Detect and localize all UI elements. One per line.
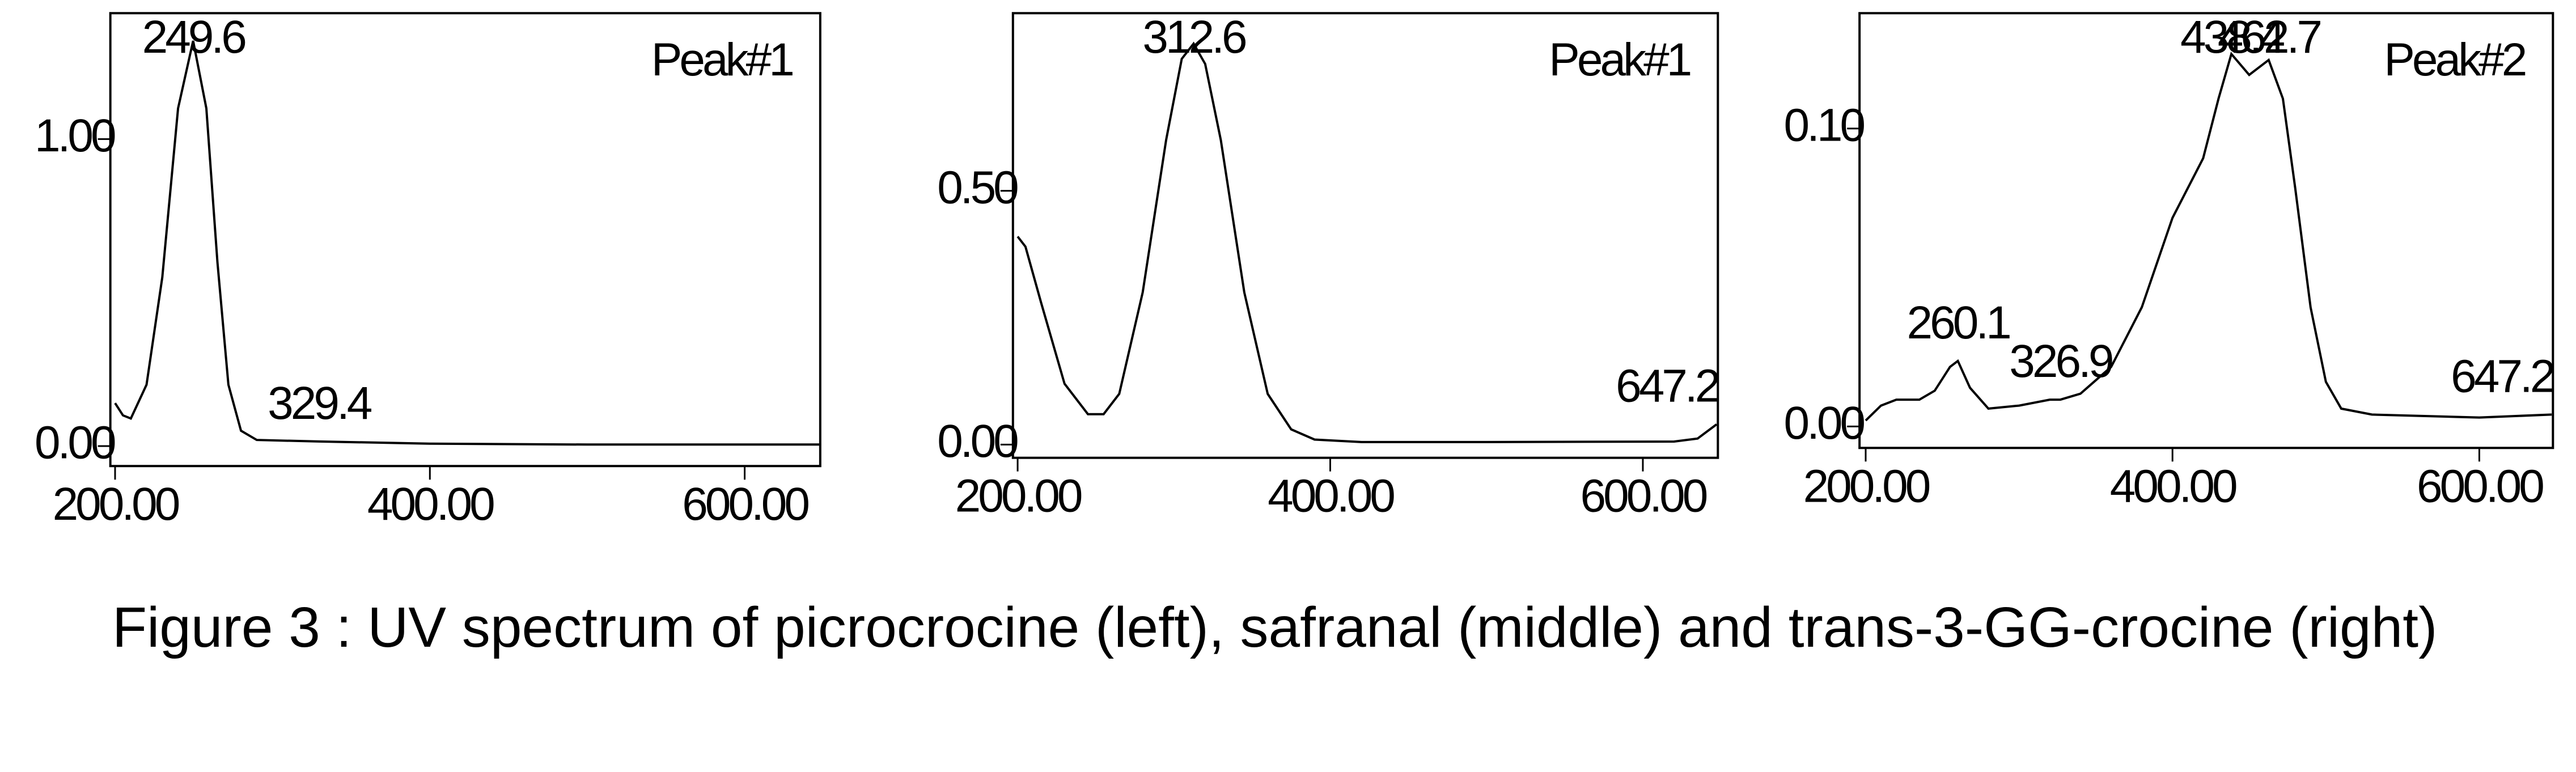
- x-tick-label: 400.00: [367, 478, 494, 530]
- y-tick-label: 0.00: [35, 417, 115, 469]
- x-tick-label: 200.00: [53, 478, 179, 530]
- x-tick-label: 600.00: [1581, 470, 1707, 522]
- peak-label: 260.1: [1907, 297, 2010, 349]
- y-tick-label: 0.50: [937, 162, 1018, 213]
- peak-label: 462.7: [2218, 11, 2321, 63]
- x-tick-label: 600.00: [2417, 460, 2543, 512]
- peak-label: 647.2: [1616, 360, 1719, 412]
- peak-label: 326.9: [2009, 336, 2112, 387]
- peak-label: 249.6: [142, 11, 245, 63]
- caption: Figure 3 : UV spectrum of picrocrocine (…: [112, 596, 2438, 659]
- x-tick-label: 200.00: [955, 470, 1082, 522]
- y-tick-label: 0.00: [937, 415, 1018, 467]
- peak-label: 312.6: [1142, 11, 1245, 63]
- peak-label: 329.4: [268, 377, 372, 429]
- y-tick-label: 1.00: [35, 110, 115, 162]
- x-tick-label: 200.00: [1803, 460, 1930, 512]
- spectrum-line: [114, 40, 820, 446]
- plot-frame: [1858, 12, 2554, 449]
- spectrum-line: [1865, 52, 2552, 422]
- x-tick-label: 400.00: [1268, 470, 1394, 522]
- peak-name: Peak#1: [651, 34, 793, 86]
- figure: 0.00 1.00 200.00 400.00 600.00 249.6 329.4 Peak…: [35, 11, 2557, 530]
- x-tick-label: 600.00: [682, 478, 808, 530]
- x-tick-label: 400.00: [2110, 460, 2236, 512]
- peak-label: 438.4: [2180, 11, 2285, 63]
- y-tick-label: 0.00: [1784, 397, 1865, 449]
- plot-frame: [1011, 12, 1719, 459]
- peak-label: 647.2: [2451, 350, 2554, 402]
- plot-frame: [109, 12, 821, 468]
- peak-name: Peak#2: [2384, 34, 2526, 86]
- spectrum-line: [1016, 41, 1718, 443]
- peak-name: Peak#1: [1549, 34, 1690, 86]
- y-tick-label: 0.10: [1784, 99, 1865, 151]
